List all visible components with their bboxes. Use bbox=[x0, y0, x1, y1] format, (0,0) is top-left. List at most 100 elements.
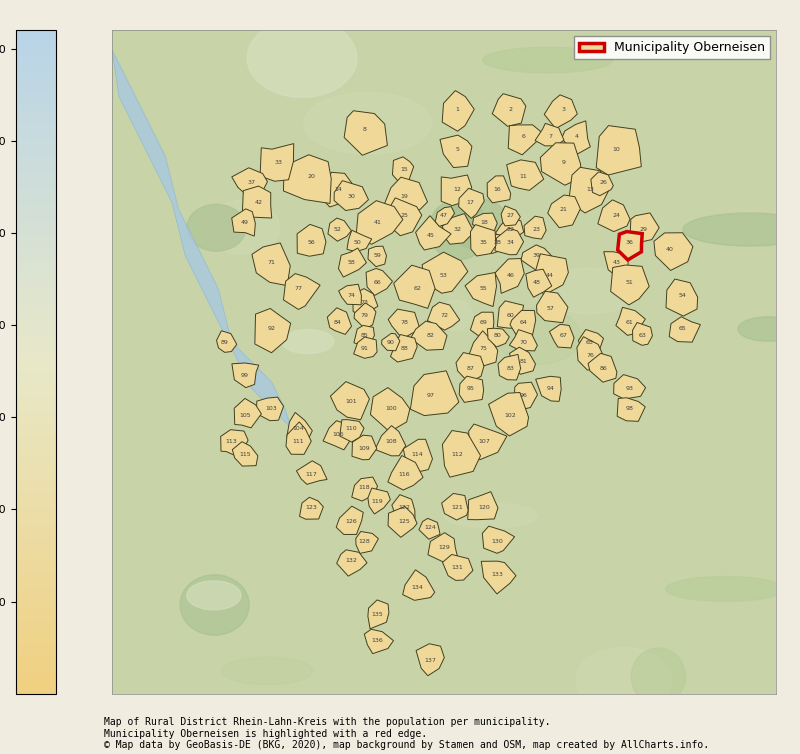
Ellipse shape bbox=[444, 503, 538, 528]
Text: 45: 45 bbox=[426, 233, 434, 238]
Text: 129: 129 bbox=[438, 545, 450, 550]
Text: 74: 74 bbox=[347, 293, 355, 298]
Ellipse shape bbox=[180, 575, 250, 635]
Polygon shape bbox=[416, 644, 444, 676]
Polygon shape bbox=[441, 175, 472, 206]
Polygon shape bbox=[392, 495, 415, 520]
Polygon shape bbox=[356, 532, 378, 553]
Text: 13: 13 bbox=[586, 187, 594, 192]
Polygon shape bbox=[630, 213, 659, 241]
Text: 60: 60 bbox=[506, 313, 514, 318]
Polygon shape bbox=[610, 265, 650, 305]
Ellipse shape bbox=[497, 308, 581, 364]
Text: 52: 52 bbox=[334, 227, 342, 231]
Polygon shape bbox=[487, 328, 510, 347]
Text: 105: 105 bbox=[239, 412, 250, 418]
Polygon shape bbox=[540, 143, 582, 185]
Polygon shape bbox=[338, 248, 366, 277]
Text: 14: 14 bbox=[334, 187, 342, 192]
Ellipse shape bbox=[683, 213, 800, 246]
Polygon shape bbox=[297, 225, 326, 256]
Polygon shape bbox=[473, 213, 498, 233]
Polygon shape bbox=[482, 526, 514, 553]
Text: 10: 10 bbox=[613, 147, 620, 152]
Polygon shape bbox=[508, 125, 544, 155]
Polygon shape bbox=[375, 425, 406, 456]
Text: 12: 12 bbox=[454, 187, 462, 192]
Polygon shape bbox=[354, 303, 376, 329]
Text: 78: 78 bbox=[400, 320, 408, 325]
Ellipse shape bbox=[247, 19, 357, 97]
Text: 123: 123 bbox=[306, 505, 318, 510]
Text: 121: 121 bbox=[451, 505, 463, 510]
Polygon shape bbox=[352, 477, 378, 501]
Text: 32: 32 bbox=[454, 227, 462, 231]
Text: 115: 115 bbox=[239, 452, 250, 458]
Text: 17: 17 bbox=[466, 200, 474, 205]
Ellipse shape bbox=[282, 329, 334, 354]
Polygon shape bbox=[330, 382, 370, 420]
Polygon shape bbox=[442, 554, 473, 581]
Polygon shape bbox=[482, 561, 516, 594]
Ellipse shape bbox=[304, 92, 431, 154]
Polygon shape bbox=[368, 246, 386, 267]
Polygon shape bbox=[588, 354, 617, 382]
Text: 64: 64 bbox=[520, 320, 527, 325]
Text: 5: 5 bbox=[455, 147, 459, 152]
Text: 62: 62 bbox=[414, 287, 422, 292]
Ellipse shape bbox=[446, 198, 509, 249]
Text: 42: 42 bbox=[254, 200, 262, 205]
Polygon shape bbox=[535, 124, 564, 146]
Polygon shape bbox=[112, 50, 291, 428]
Text: 86: 86 bbox=[599, 366, 607, 371]
Polygon shape bbox=[489, 393, 529, 436]
Text: 54: 54 bbox=[679, 293, 687, 298]
Text: 132: 132 bbox=[345, 559, 357, 563]
Polygon shape bbox=[489, 234, 506, 253]
Text: 58: 58 bbox=[347, 260, 355, 265]
Polygon shape bbox=[388, 455, 423, 490]
Text: 50: 50 bbox=[354, 240, 362, 245]
Polygon shape bbox=[221, 430, 248, 458]
Text: 84: 84 bbox=[334, 320, 342, 325]
Text: 20: 20 bbox=[307, 173, 315, 179]
Polygon shape bbox=[422, 252, 468, 293]
Polygon shape bbox=[569, 167, 610, 213]
Text: 29: 29 bbox=[639, 227, 647, 231]
Text: 15: 15 bbox=[400, 167, 408, 172]
Text: 97: 97 bbox=[426, 393, 434, 397]
Ellipse shape bbox=[187, 204, 246, 251]
Text: 53: 53 bbox=[440, 273, 448, 278]
Polygon shape bbox=[366, 268, 393, 296]
Polygon shape bbox=[427, 302, 460, 330]
Text: 85: 85 bbox=[361, 333, 368, 338]
Text: 113: 113 bbox=[226, 439, 238, 444]
Polygon shape bbox=[521, 245, 552, 271]
Polygon shape bbox=[352, 435, 377, 460]
Text: 39: 39 bbox=[533, 253, 541, 259]
Text: 111: 111 bbox=[292, 439, 304, 444]
Text: 1: 1 bbox=[455, 107, 459, 112]
Text: 37: 37 bbox=[247, 180, 255, 185]
Polygon shape bbox=[510, 329, 538, 351]
Text: 27: 27 bbox=[506, 213, 514, 219]
Polygon shape bbox=[604, 252, 628, 274]
Polygon shape bbox=[347, 230, 372, 252]
Polygon shape bbox=[299, 498, 323, 520]
Text: 56: 56 bbox=[307, 240, 315, 245]
Polygon shape bbox=[526, 269, 552, 297]
Text: 98: 98 bbox=[626, 406, 634, 411]
Polygon shape bbox=[327, 308, 351, 334]
Polygon shape bbox=[232, 363, 258, 388]
Text: 90: 90 bbox=[387, 339, 395, 345]
Text: 83: 83 bbox=[506, 366, 514, 371]
Polygon shape bbox=[548, 195, 580, 228]
Polygon shape bbox=[442, 90, 474, 131]
Text: 55: 55 bbox=[480, 287, 488, 292]
Polygon shape bbox=[232, 442, 258, 466]
Text: 91: 91 bbox=[361, 346, 368, 351]
Ellipse shape bbox=[666, 577, 785, 602]
Polygon shape bbox=[260, 143, 294, 181]
Polygon shape bbox=[340, 420, 364, 442]
Text: 135: 135 bbox=[372, 611, 383, 617]
